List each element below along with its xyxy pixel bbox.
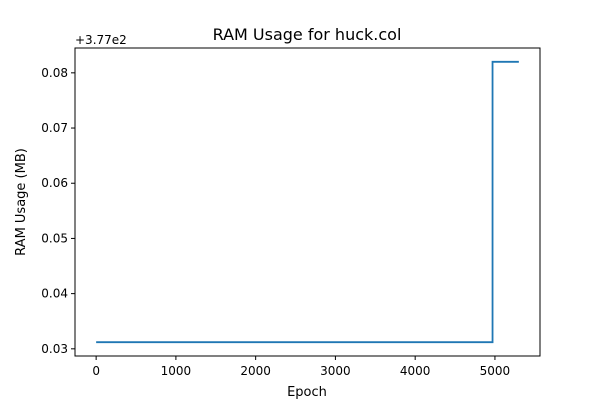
y-tick-label: 0.04 [41, 287, 68, 301]
plot-area [74, 47, 541, 357]
x-tick-label: 0 [92, 364, 100, 378]
series-line-0 [96, 60, 519, 344]
y-tick-label: 0.08 [41, 66, 68, 80]
ticks: 0 1000 2000 3000 4000 5000 0.03 0.04 0.05 0.06 0.0… [41, 66, 510, 378]
y-axis-label: RAM Usage (MB) [14, 148, 29, 256]
x-tick-label: 3000 [320, 364, 351, 378]
y-axis-offset-label: +3.77e2 [75, 33, 127, 47]
x-axis-label: Epoch [287, 385, 327, 400]
x-tick-label: 1000 [161, 364, 192, 378]
y-tick-label: 0.06 [41, 176, 68, 190]
y-tick-label: 0.03 [41, 342, 68, 356]
chart-title: RAM Usage for huck.col [213, 25, 402, 44]
x-tick-label: 2000 [240, 364, 271, 378]
x-tick-label: 4000 [400, 364, 431, 378]
axes-frame [74, 47, 541, 357]
y-tick-label: 0.05 [41, 231, 68, 245]
y-tick-label: 0.07 [41, 121, 68, 135]
x-tick-label: 5000 [480, 364, 511, 378]
